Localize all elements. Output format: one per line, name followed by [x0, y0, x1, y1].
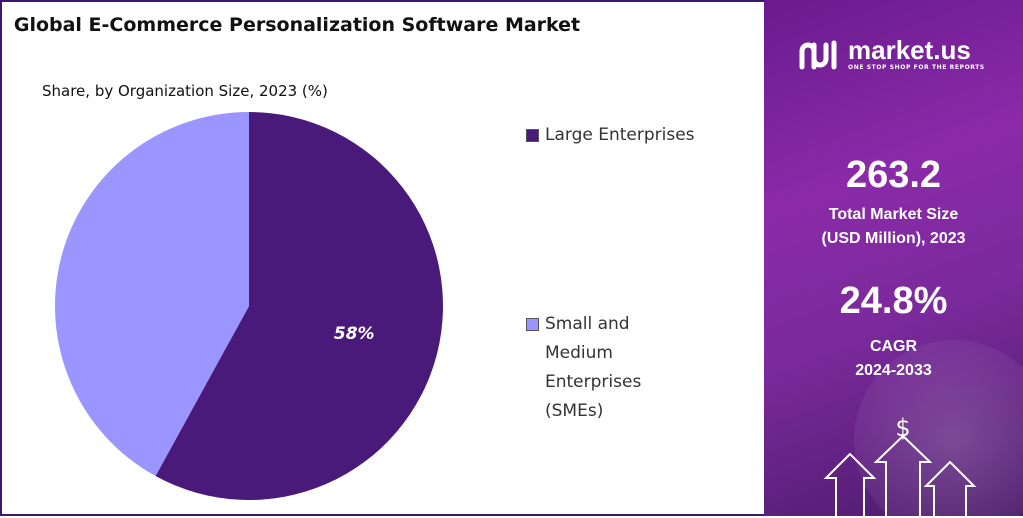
cagr-value: 24.8% [839, 280, 948, 322]
pie-slice-large-enterprises [155, 112, 443, 500]
growth-arrows-icon: $ [823, 414, 977, 516]
cagr-label: CAGR [869, 338, 918, 355]
background-glow [854, 340, 1023, 516]
legend-item-smes: Small and Medium Enterprises (SMEs) [526, 310, 641, 426]
legend-swatch [526, 318, 539, 331]
dollar-icon: $ [895, 414, 910, 442]
market-size-label-unit: (USD Million), 2023 [821, 230, 966, 247]
legend-swatch [526, 129, 539, 142]
chart-panel: Global E-Commerce Personalization Softwa… [0, 0, 764, 516]
market-size-value: 263.2 [845, 154, 942, 196]
legend-item-large-enterprises: Large Enterprises [526, 121, 695, 150]
chart-title: Global E-Commerce Personalization Softwa… [13, 14, 581, 36]
chart-subtitle: Share, by Organization Size, 2023 (%) [42, 82, 328, 100]
brand-logo: market.us ONE STOP SHOP FOR THE REPORTS [798, 36, 985, 72]
slice-value-label: 58% [334, 324, 375, 344]
summary-panel: market.us ONE STOP SHOP FOR THE REPORTS … [764, 0, 1023, 516]
cagr-period: 2024-2033 [855, 362, 932, 379]
brand-name: market.us [848, 35, 971, 65]
market-us-logo-icon [799, 40, 837, 70]
pie-chart: 58% [54, 112, 443, 500]
market-size-label: Total Market Size [828, 206, 959, 223]
brand-tagline: ONE STOP SHOP FOR THE REPORTS [848, 64, 985, 71]
pie-slice-smes [54, 112, 249, 477]
legend-label: Large Enterprises [545, 125, 695, 145]
legend-label: Small and Medium Enterprises (SMEs) [545, 314, 642, 421]
